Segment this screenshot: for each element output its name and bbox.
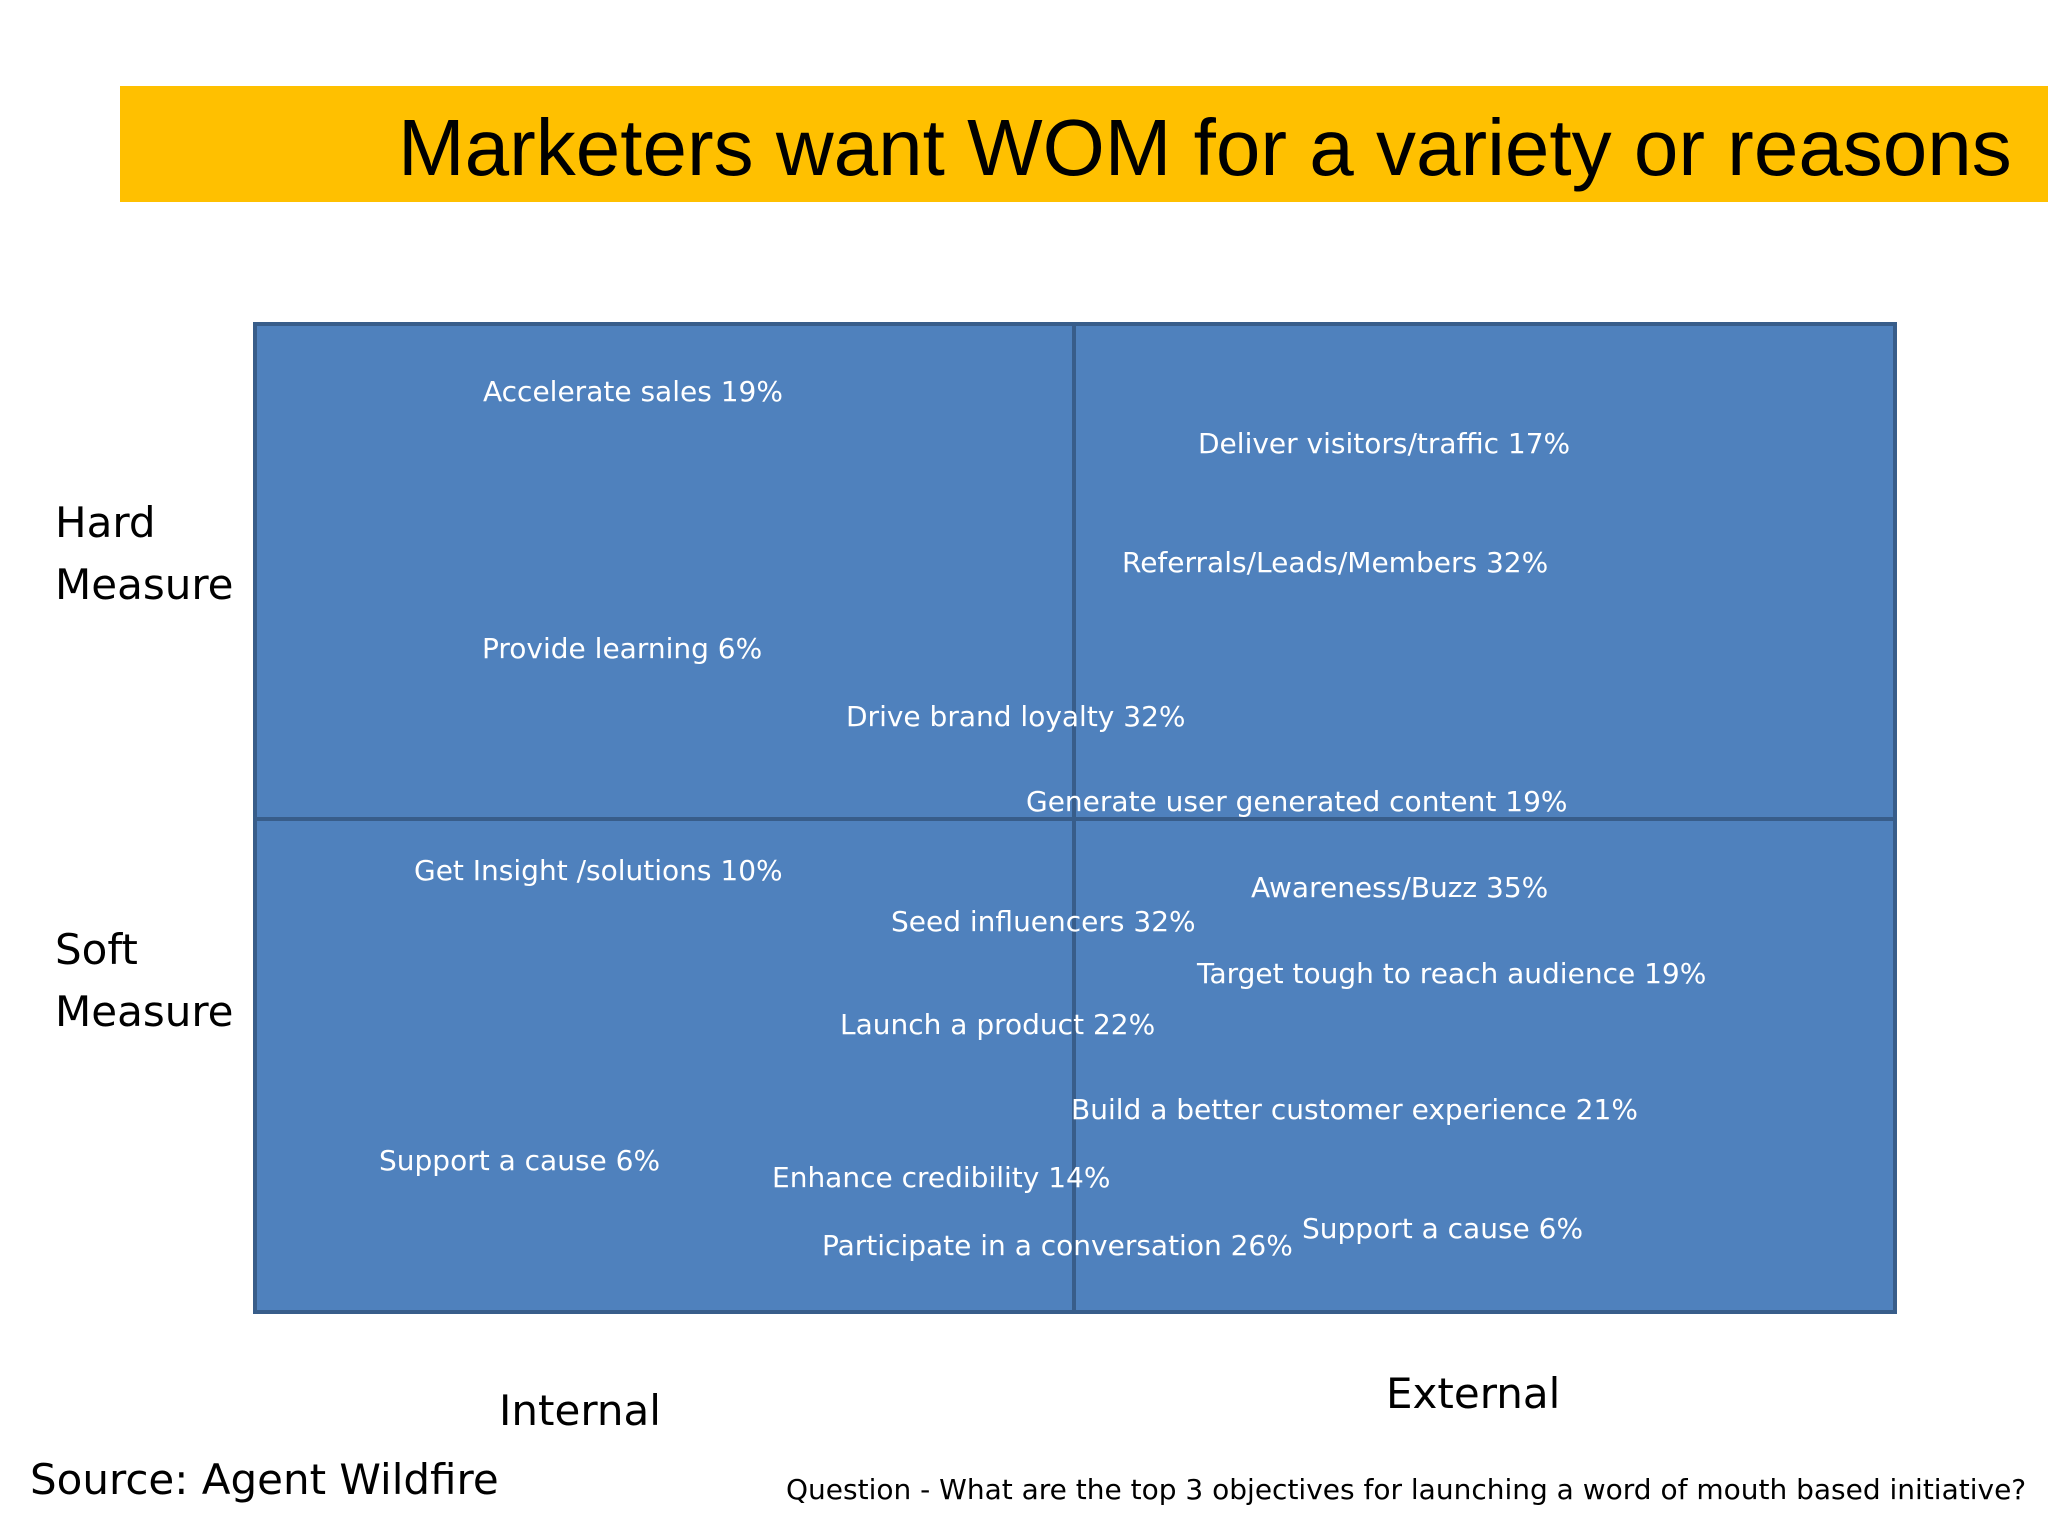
objective-accelerate-sales: Accelerate sales 19% (483, 375, 783, 408)
slide-title: Marketers want WOM for a variety or reas… (398, 103, 2012, 192)
column-label-external: External (1386, 1369, 1561, 1418)
title-banner (120, 86, 2048, 202)
objective-drive-brand-loyalty: Drive brand loyalty 32% (846, 700, 1186, 733)
objective-support-cause-external: Support a cause 6% (1302, 1212, 1584, 1245)
objective-provide-learning: Provide learning 6% (482, 632, 763, 665)
column-label-internal: Internal (499, 1386, 661, 1435)
row-label-hard-line2: Measure (55, 560, 234, 609)
objective-support-cause-internal: Support a cause 6% (379, 1144, 661, 1177)
source-note: Source: Agent Wildfire (30, 1455, 499, 1504)
objective-seed-influencers: Seed influencers 32% (891, 905, 1196, 938)
row-label-soft-line1: Soft (55, 925, 138, 974)
objective-customer-experience: Build a better customer experience 21% (1071, 1093, 1638, 1126)
objective-participate-conversation: Participate in a conversation 26% (822, 1229, 1293, 1262)
row-label-hard-line1: Hard (55, 498, 156, 547)
objective-awareness-buzz: Awareness/Buzz 35% (1251, 871, 1549, 904)
objective-user-generated-content: Generate user generated content 19% (1026, 785, 1568, 818)
objective-deliver-visitors: Deliver visitors/traffic 17% (1198, 427, 1571, 460)
matrix-horizontal-divider (253, 817, 1897, 821)
survey-question: Question - What are the top 3 objectives… (786, 1473, 2027, 1506)
objective-enhance-credibility: Enhance credibility 14% (772, 1161, 1111, 1194)
objective-target-audience: Target tough to reach audience 19% (1197, 957, 1707, 990)
objective-referrals-leads: Referrals/Leads/Members 32% (1122, 546, 1549, 579)
objective-get-insight: Get Insight /solutions 10% (414, 854, 783, 887)
objective-launch-product: Launch a product 22% (840, 1008, 1156, 1041)
row-label-soft-line2: Measure (55, 987, 234, 1036)
